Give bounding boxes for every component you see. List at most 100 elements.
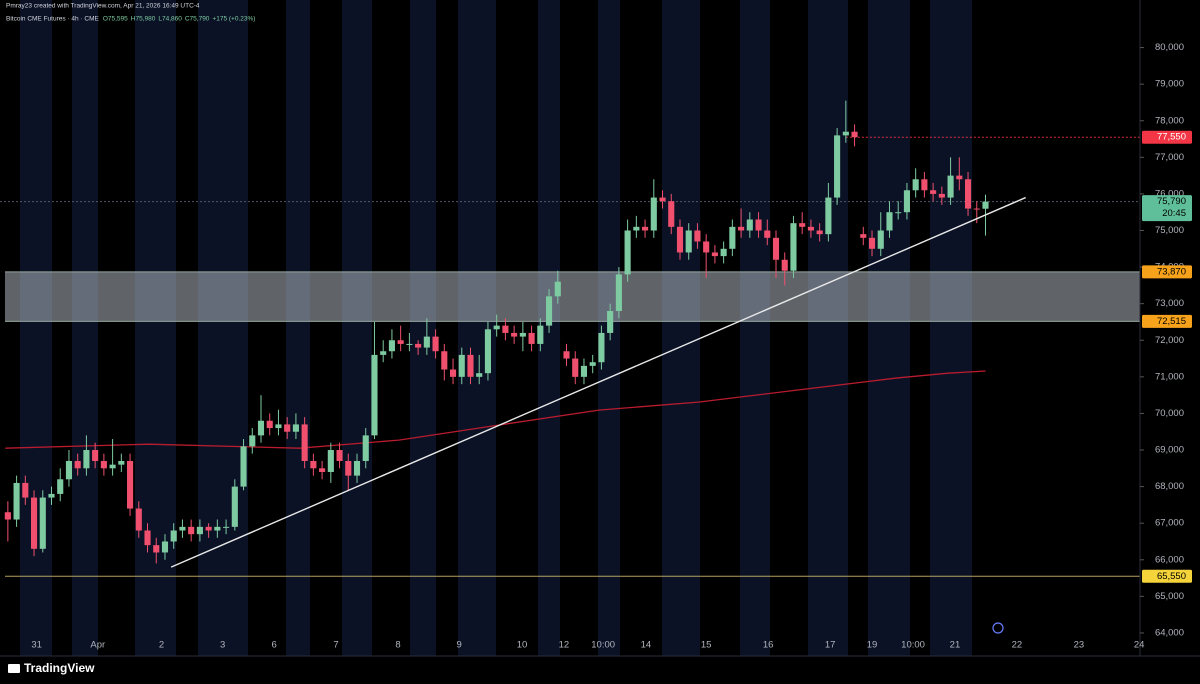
candle-body	[772, 237, 780, 260]
candle-body	[432, 336, 439, 352]
candle-body	[903, 190, 910, 213]
x-tick-label: 7	[333, 640, 338, 651]
candle-body	[703, 241, 710, 253]
y-tick-label: 66,000	[1155, 554, 1184, 565]
candle-body	[4, 512, 11, 520]
candle-body	[476, 373, 483, 377]
ohlc-value: O75,595	[103, 16, 128, 23]
candle-body	[615, 274, 622, 311]
candle-body	[231, 486, 238, 527]
candle-body	[685, 230, 692, 253]
candle-body	[807, 226, 814, 231]
countdown: 20:45	[1162, 208, 1186, 219]
candle-body	[668, 201, 675, 227]
session-band	[342, 0, 372, 656]
candle-body	[284, 424, 291, 432]
candle-body	[825, 197, 832, 235]
chart-title: Bitcoin CME Futures · 4h · CME	[6, 16, 99, 23]
candle-body	[30, 497, 38, 549]
x-tick-label: 23	[1074, 640, 1085, 651]
candle-body	[353, 460, 361, 476]
candle-body	[502, 325, 509, 333]
candle-body	[781, 259, 788, 271]
candle-body	[545, 296, 553, 326]
candle-body	[223, 526, 230, 528]
candle-body	[188, 526, 195, 535]
candle-body	[13, 482, 20, 520]
x-tick-label: 2	[159, 640, 164, 651]
candle-body	[257, 420, 265, 436]
candle-body	[362, 435, 369, 461]
candle-body	[441, 351, 448, 370]
candle-body	[205, 526, 212, 531]
moving-average	[5, 370, 986, 449]
y-tick-label: 78,000	[1155, 115, 1184, 126]
candle-body	[842, 131, 849, 136]
price-label-box	[1142, 130, 1192, 144]
x-tick-label: 10	[517, 640, 528, 651]
session-band	[135, 0, 176, 656]
candle-body	[755, 219, 762, 231]
session-band	[808, 0, 848, 656]
candle-body	[973, 208, 980, 210]
y-tick-label: 70,000	[1155, 408, 1184, 419]
candle-body	[729, 226, 736, 249]
candle-body	[22, 482, 29, 498]
candle-body	[580, 365, 588, 377]
session-band	[868, 0, 910, 656]
candle-body	[249, 435, 256, 447]
candle-body	[319, 468, 326, 472]
price-label: 72,515	[1157, 316, 1186, 327]
y-tick-label: 79,000	[1155, 79, 1184, 90]
plot-area	[0, 100, 1140, 577]
x-tick-label: 31	[31, 640, 42, 651]
axes: 64,000 65,000 66,000 67,000 68,000 69,000 70,0…	[31, 42, 1192, 651]
candle-body	[292, 424, 299, 432]
candle-body	[170, 530, 177, 542]
y-tick-label: 64,000	[1155, 627, 1184, 638]
x-tick-label: Apr	[90, 640, 105, 651]
session-band	[458, 0, 496, 656]
price-label-box	[1142, 195, 1192, 222]
y-tick-label: 76,000	[1155, 188, 1184, 199]
zone	[5, 271, 1140, 322]
candle-body	[886, 212, 893, 231]
candle-body	[537, 325, 544, 344]
candle-body	[912, 179, 919, 191]
x-tick-label: 16	[763, 640, 774, 651]
candle-body	[48, 493, 55, 498]
candle-body	[144, 530, 151, 546]
candle-body	[153, 545, 160, 553]
candle-body	[790, 223, 797, 271]
x-tick-label: 6	[271, 640, 276, 651]
candle-body	[930, 190, 937, 194]
x-tick-label: 19	[867, 640, 878, 651]
price-label-box	[1142, 265, 1192, 279]
candle-body	[380, 351, 387, 355]
candle-body	[310, 460, 317, 469]
candle-body	[240, 446, 247, 487]
candle-body	[607, 310, 614, 333]
candle-body	[118, 460, 125, 465]
candle-body	[764, 230, 771, 238]
candle-body	[327, 450, 334, 472]
candle-body	[598, 332, 605, 363]
ohlc-value: H75,980	[131, 16, 156, 23]
candle-body	[633, 226, 640, 231]
price-label-box	[1142, 314, 1192, 328]
session-band	[198, 0, 248, 656]
candle-body	[642, 226, 649, 231]
event-icon	[992, 622, 1004, 634]
session-band	[286, 0, 310, 656]
candle-body	[65, 460, 73, 480]
candle-body	[659, 197, 666, 202]
candle-body	[982, 201, 989, 209]
candle-body	[738, 226, 745, 231]
candle-body	[336, 450, 343, 461]
y-tick-label: 75,000	[1155, 225, 1184, 236]
x-tick-label: 10:00	[901, 640, 925, 651]
candle-body	[458, 354, 465, 377]
x-tick-label: 17	[825, 640, 836, 651]
candle-body	[301, 424, 308, 461]
candle-body	[74, 460, 81, 469]
